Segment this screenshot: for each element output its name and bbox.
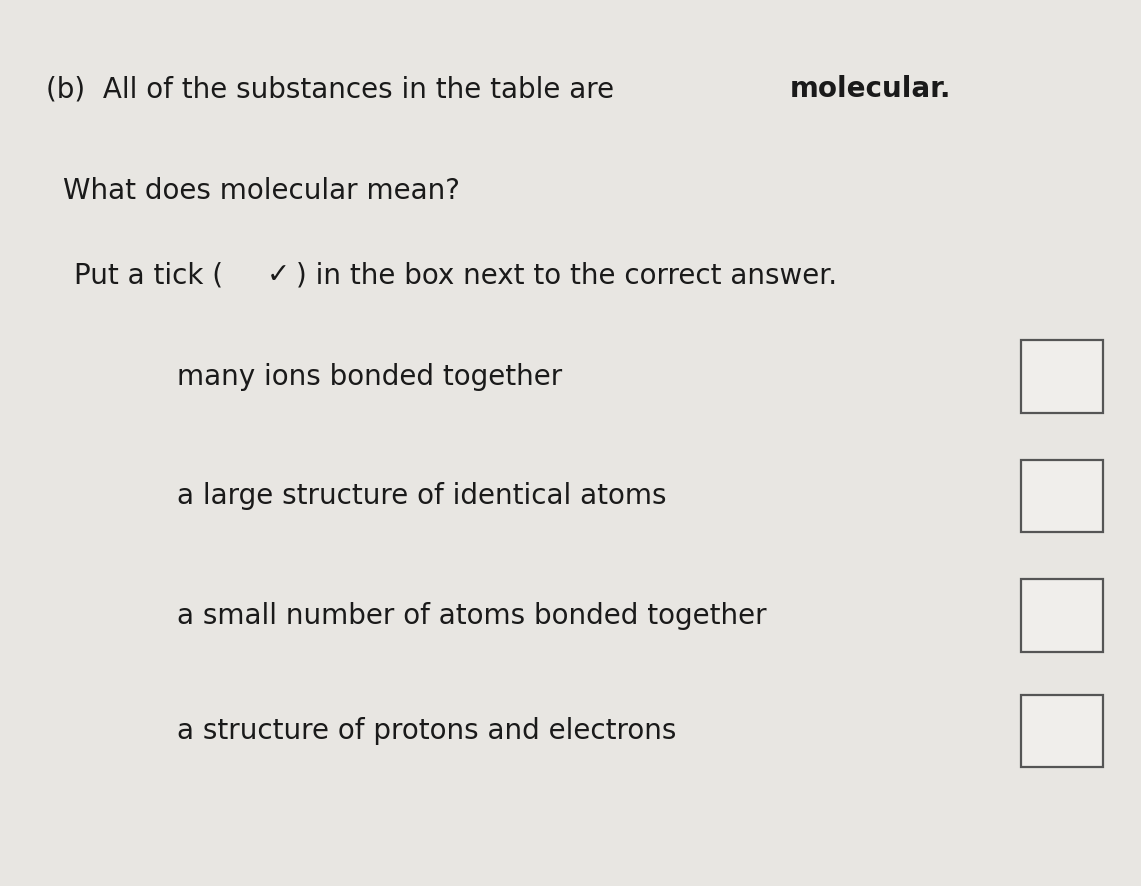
Text: What does molecular mean?: What does molecular mean? (63, 177, 460, 206)
Text: ✓: ✓ (266, 261, 290, 290)
Text: many ions bonded together: many ions bonded together (177, 362, 563, 391)
FancyBboxPatch shape (1021, 340, 1103, 413)
Text: a large structure of identical atoms: a large structure of identical atoms (177, 482, 666, 510)
Text: ) in the box next to the correct answer.: ) in the box next to the correct answer. (297, 261, 837, 290)
Text: Put a tick (: Put a tick ( (74, 261, 224, 290)
FancyBboxPatch shape (1021, 460, 1103, 532)
FancyBboxPatch shape (1021, 695, 1103, 767)
Text: (b)  All of the substances in the table are: (b) All of the substances in the table a… (46, 75, 623, 104)
Text: molecular.: molecular. (791, 75, 952, 104)
Text: a small number of atoms bonded together: a small number of atoms bonded together (177, 602, 767, 630)
Text: a structure of protons and electrons: a structure of protons and electrons (177, 717, 677, 745)
FancyBboxPatch shape (1021, 579, 1103, 652)
